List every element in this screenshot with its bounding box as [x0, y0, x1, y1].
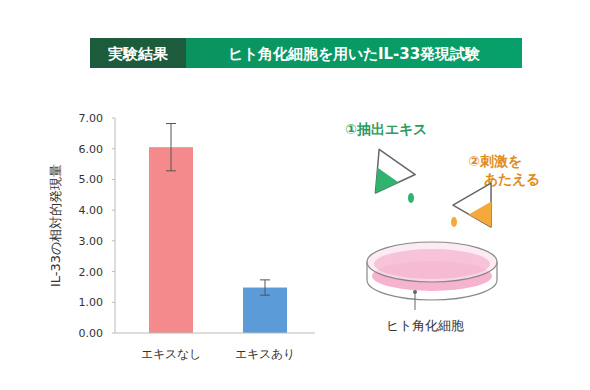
stimulus-drop	[451, 217, 457, 227]
extract-drop	[408, 193, 414, 203]
error-cap	[260, 279, 270, 280]
y-tick-label: 0.00	[79, 327, 104, 340]
banner-tag-bg	[90, 38, 186, 68]
petri-dish	[367, 242, 497, 300]
x-axis	[115, 333, 315, 334]
extract-container	[357, 149, 415, 205]
error-bar	[260, 280, 270, 295]
error-cap	[166, 170, 176, 171]
y-tick-label: 4.00	[79, 204, 104, 217]
banner-tag: 実験結果	[107, 45, 169, 63]
cells-label: ヒト角化細胞	[386, 318, 464, 333]
y-axis	[115, 118, 116, 333]
container-liquid	[469, 202, 503, 234]
error-cap	[260, 295, 270, 296]
y-tick-label: 5.00	[79, 173, 104, 186]
error-bar	[166, 124, 176, 171]
container-liquid	[365, 168, 399, 201]
step2-label: あたえる	[484, 171, 540, 187]
bar	[149, 147, 193, 333]
error-line	[265, 280, 266, 295]
step1-label: ①抽出エキス	[345, 121, 427, 137]
banner-title: ヒト角化細胞を用いたIL-33発現試験	[228, 45, 481, 63]
container-outline	[357, 149, 415, 205]
page: 実験結果 ヒト角化細胞を用いたIL-33発現試験 0.00 1.00 2.00 3.00 4…	[0, 0, 590, 390]
y-tick-label: 7.00	[79, 112, 104, 125]
step2-label: ②刺激を	[468, 153, 522, 169]
y-tick-label: 1.00	[79, 296, 104, 309]
error-line	[171, 124, 172, 171]
x-tick-label: エキスあり	[235, 347, 295, 361]
y-tick-label: 6.00	[79, 143, 104, 156]
bars	[149, 124, 287, 333]
y-tick-label: 3.00	[79, 235, 104, 248]
y-axis-label: IL-33の相対的発現量	[48, 164, 63, 287]
dish-rim	[367, 242, 497, 282]
x-tick-label: エキスなし	[141, 347, 201, 361]
cell-medium	[374, 249, 490, 279]
stimulus-container	[453, 183, 510, 238]
error-cap	[166, 123, 176, 124]
banner	[90, 38, 522, 68]
container-outline	[453, 183, 510, 238]
y-tick-label: 2.00	[79, 266, 104, 279]
leader-line	[415, 292, 416, 310]
